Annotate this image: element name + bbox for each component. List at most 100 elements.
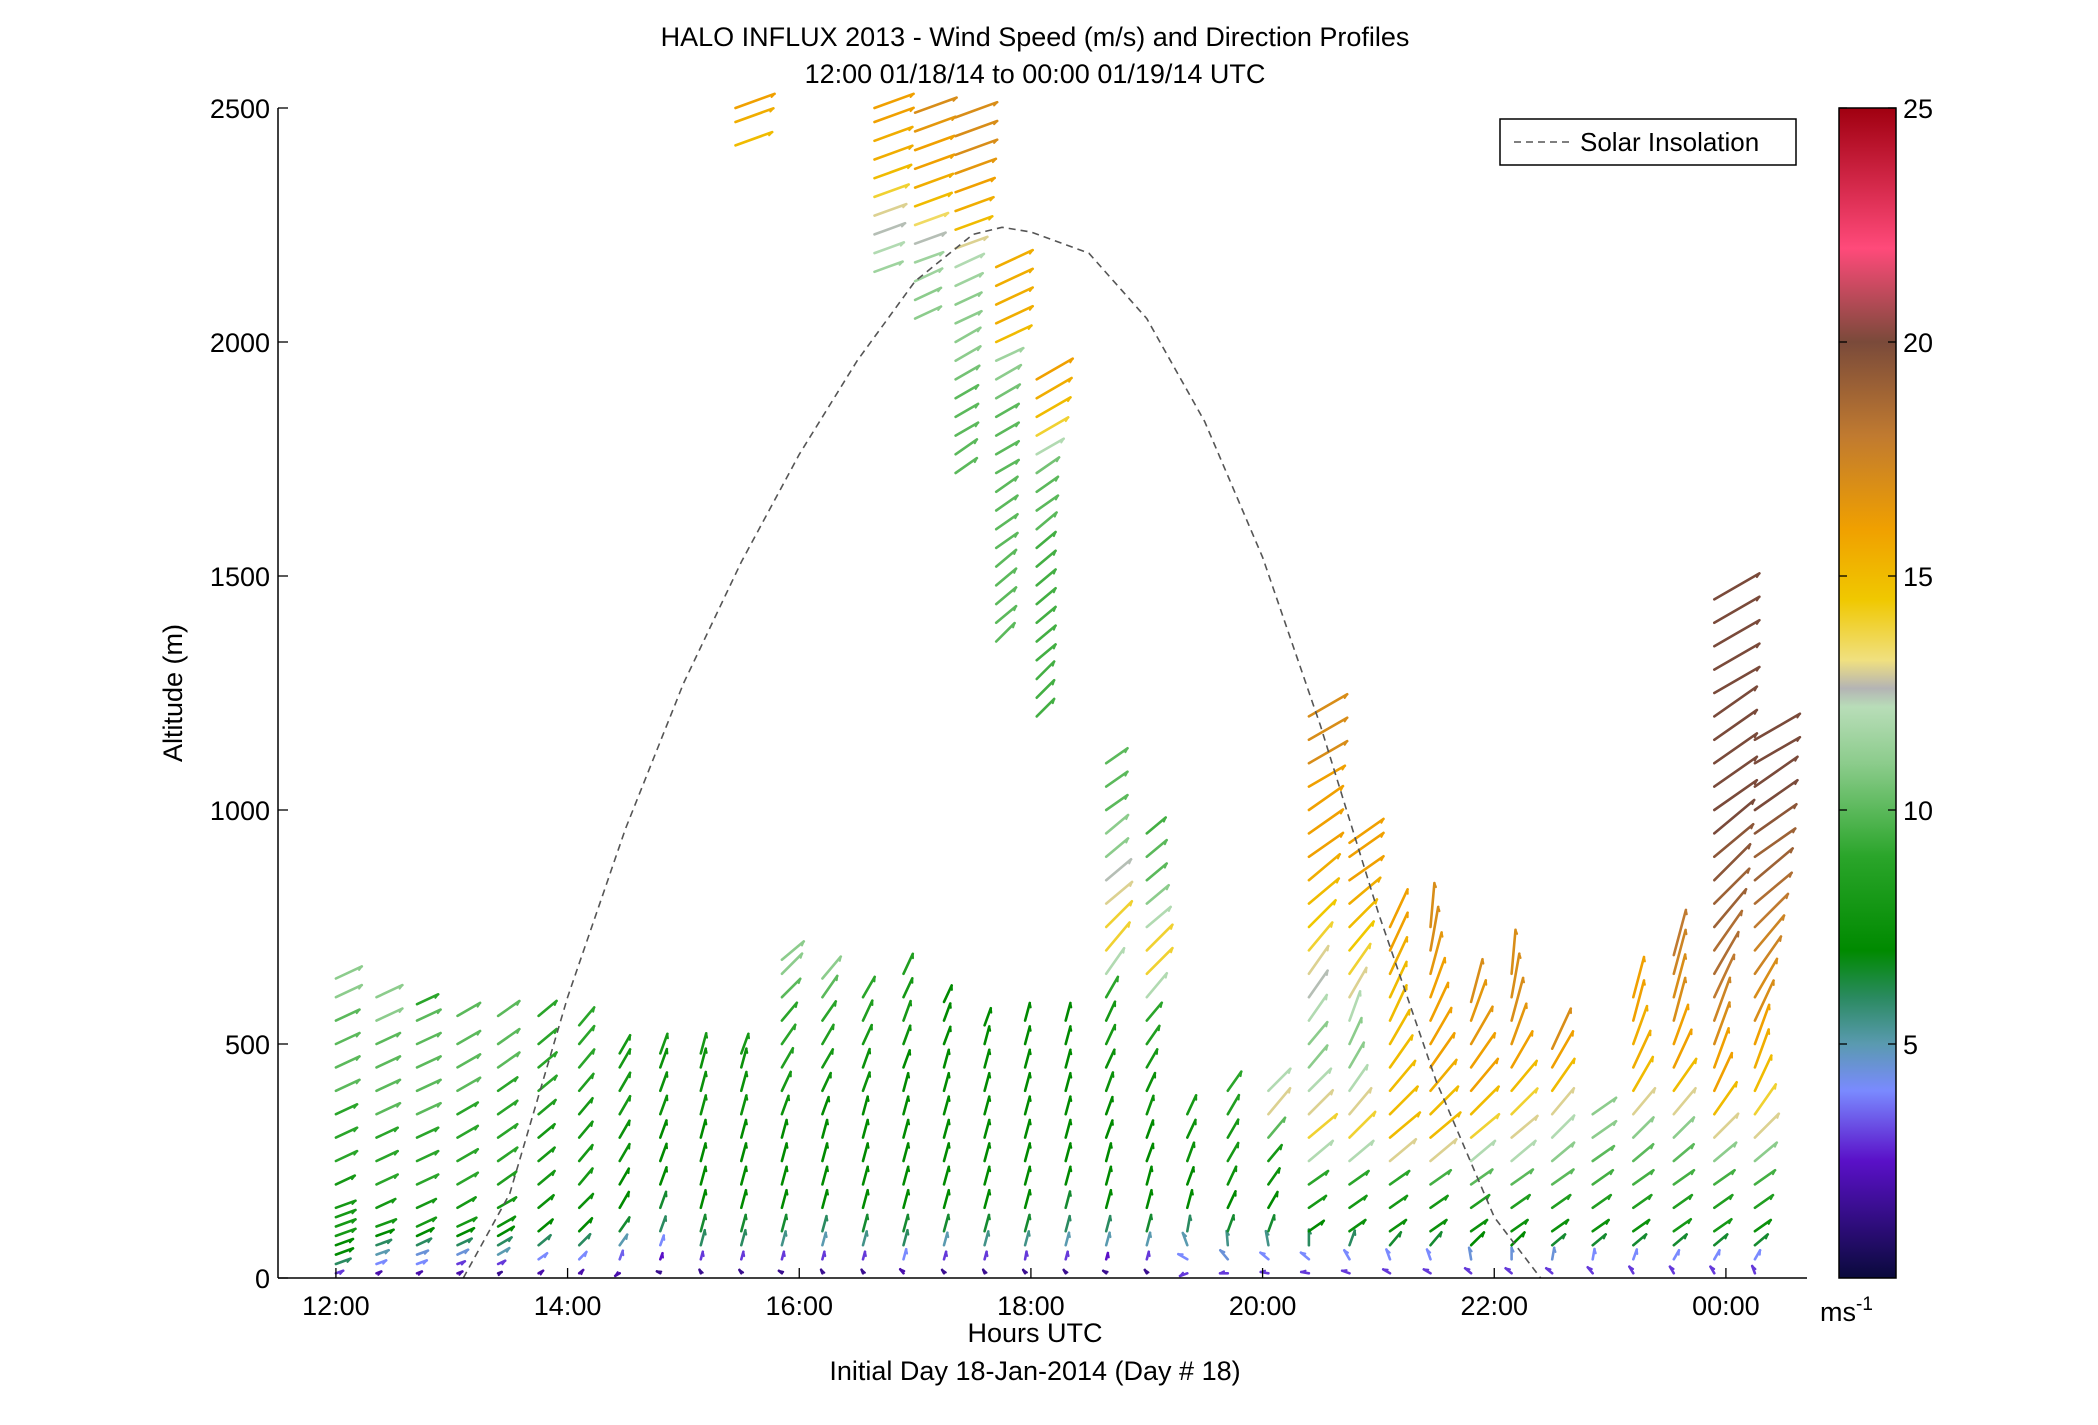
wind-arrow-head [1147,1250,1151,1258]
wind-arrow-head [1152,1142,1155,1150]
wind-arrow-head [941,231,947,237]
wind-arrow-head [1068,1231,1071,1239]
wind-arrows-layer [334,92,1802,1278]
wind-arrow [1429,1218,1448,1233]
wind-arrow-head [1111,1119,1114,1126]
wind-arrow [1632,1116,1655,1139]
wind-arrow [954,326,982,344]
wind-arrow [861,1071,871,1093]
wind-arrow [902,1118,910,1139]
wind-arrow-head [1774,1083,1777,1090]
wind-arrow-head [1052,587,1057,594]
wind-arrow [1672,1116,1696,1139]
wind-arrow-head [866,1165,870,1173]
wind-arrow [902,1049,912,1069]
wind-arrow [942,1188,951,1210]
wind-arrow-head [355,1055,361,1061]
wind-arrow [1267,1087,1292,1116]
wind-arrow [1267,1190,1279,1210]
wind-arrow [1307,1067,1333,1093]
wind-arrow-head [1524,1219,1529,1225]
wind-arrow-head [1325,1044,1329,1051]
wind-arrow [1035,494,1060,512]
wind-arrow-head [902,203,908,209]
wind-arrow-head [1109,1142,1113,1149]
wind-arrow [1023,1001,1032,1022]
wind-arrow-head [1337,853,1341,860]
wind-arrow-head [991,157,997,164]
wind-arrow-head [1028,1142,1032,1149]
wind-arrow-head [988,1025,992,1032]
wind-arrow-head [1735,1112,1740,1119]
wind-arrow-head [1651,1116,1655,1123]
wind-arrow [375,1173,400,1186]
wind-arrow [658,1094,669,1116]
wind-arrow-head [1571,1114,1576,1121]
wind-arrow-head [787,1094,791,1102]
wind-arrow [618,1071,632,1093]
wind-arrow [994,324,1033,344]
wind-arrow-head [745,1189,748,1196]
wind-arrow-head [947,1048,951,1056]
wind-arrow [375,1078,402,1093]
wind-arrow [537,1122,556,1139]
wind-arrow-head [1369,1087,1373,1094]
wind-arrow [1469,1057,1500,1093]
x-tick-label: 12:00 [302,1291,370,1321]
wind-arrow-head [1259,1251,1266,1255]
wind-arrow [456,1237,474,1247]
wind-arrow-head [396,1055,401,1061]
wind-arrow-head [745,1119,748,1126]
wind-arrow-head [1149,1231,1152,1239]
wind-arrow-head [1028,1189,1032,1196]
wind-arrow-head [348,1238,354,1244]
wind-arrow [1753,935,1783,976]
wind-arrow-head [1728,1218,1733,1225]
wind-arrow [699,1165,707,1186]
wind-arrow-head [1027,1230,1031,1237]
wind-arrow-head [351,1218,357,1224]
wind-arrow [456,1124,480,1139]
wind-arrow-head [704,1165,708,1173]
wind-arrow-head [1060,437,1065,444]
wind-arrow [1672,1193,1694,1210]
wind-arrow-head [1684,908,1688,916]
wind-arrow [954,195,995,213]
wind-arrow-head [980,252,985,259]
wind-arrow-head [973,438,978,445]
wind-arrow [1023,1213,1031,1233]
wind-arrow [994,512,1019,531]
wind-arrow-head [1051,679,1056,686]
wind-arrow-head [1751,1265,1757,1271]
wind-arrow-head [865,1230,869,1237]
wind-arrow [1348,1139,1375,1163]
wind-arrow [1267,1167,1281,1186]
wind-arrow-head [1668,1265,1675,1270]
wind-arrow [1753,1218,1773,1233]
wind-arrow [954,157,998,175]
wind-arrow-head [769,107,775,113]
wind-arrow-head [1368,943,1372,950]
x-axis-sublabel: Initial Day 18-Jan-2014 (Day # 18) [829,1356,1240,1386]
x-tick-label: 16:00 [765,1291,833,1321]
wind-arrow-head [1014,494,1019,501]
wind-arrow-head [1751,799,1756,806]
wind-arrow-head [1413,1059,1417,1067]
chart-subtitle: 12:00 01/18/14 to 00:00 01/19/14 UTC [805,59,1266,89]
wind-arrow-head [1014,532,1019,538]
wind-arrow-head [1069,1095,1073,1102]
wind-arrow [1591,1193,1613,1210]
wind-arrow-head [988,1072,992,1079]
wind-arrow-head [898,260,904,266]
wind-arrow-head [1167,905,1172,912]
wind-arrow [456,1029,482,1046]
wind-arrow-head [393,1173,399,1179]
wind-arrow [1104,1095,1114,1116]
wind-arrow-head [1163,839,1168,846]
wind-arrow-head [1028,1095,1032,1102]
wind-arrow [1035,475,1060,494]
wind-arrow [994,402,1021,419]
wind-arrow-head [976,326,982,333]
wind-arrow [1267,1143,1283,1163]
wind-arrow-head [866,1189,870,1196]
